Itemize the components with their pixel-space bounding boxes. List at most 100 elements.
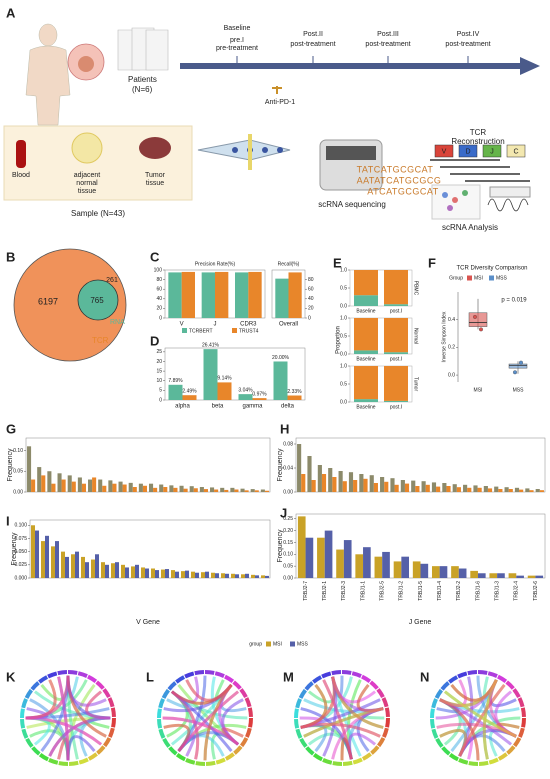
- bar: [332, 477, 337, 492]
- label: Baseline: [356, 356, 375, 362]
- label: Post.II: [303, 31, 323, 38]
- label: 80: [156, 277, 162, 283]
- chord-sector: [25, 737, 34, 748]
- bar: [31, 525, 35, 578]
- chord-sector: [342, 760, 353, 766]
- bar: [201, 572, 205, 578]
- bar: [498, 489, 503, 492]
- bar: [173, 487, 178, 492]
- label: scRNA sequencing: [318, 200, 386, 209]
- bar: [168, 272, 182, 318]
- chord-sector: [477, 670, 488, 675]
- chord-sector: [87, 752, 98, 761]
- chord-sector: [175, 675, 186, 684]
- bar: [138, 483, 143, 492]
- label: 0.5: [340, 285, 347, 291]
- legend-swatch: [467, 275, 472, 281]
- label: TCRBERT: [189, 328, 213, 334]
- chord-sector: [96, 745, 106, 755]
- label: Overall: [279, 322, 298, 328]
- chord: [221, 727, 244, 746]
- chord-sector: [351, 671, 362, 678]
- chord-sector: [224, 752, 235, 761]
- chord: [163, 723, 191, 753]
- point: [479, 327, 483, 332]
- stack-segment: [354, 399, 378, 402]
- label: 10: [156, 378, 162, 384]
- label: TRBJ2-7: [303, 581, 309, 601]
- label: MSS: [297, 641, 309, 647]
- chord-diagrams: [20, 670, 526, 766]
- bar: [47, 471, 52, 492]
- label: 0.25: [283, 516, 293, 522]
- bar: [261, 575, 265, 578]
- bar: [260, 489, 265, 492]
- label: 7.89%: [168, 378, 183, 384]
- label: H: [280, 421, 289, 436]
- label: MSS: [496, 275, 508, 281]
- chord: [340, 737, 353, 761]
- bar: [205, 571, 209, 578]
- label: Normal: [413, 328, 419, 344]
- point: [513, 370, 517, 375]
- bar: [400, 480, 405, 492]
- bar: [321, 474, 327, 492]
- bar: [185, 570, 189, 578]
- label: 0.025: [14, 562, 27, 568]
- bar: [288, 272, 302, 318]
- label: 20: [156, 306, 162, 312]
- bar: [382, 551, 390, 578]
- bar: [98, 479, 103, 492]
- chord: [331, 676, 384, 729]
- label: J Gene: [409, 619, 432, 626]
- chord-sector: [24, 688, 34, 699]
- chord-sector: [295, 698, 302, 709]
- bar: [535, 575, 544, 578]
- label: Inverse Simpson Index: [441, 311, 447, 362]
- label: post-treatment: [445, 41, 490, 48]
- chord-sector: [304, 681, 314, 691]
- chord-sector: [322, 758, 333, 765]
- chord-sector: [107, 697, 115, 708]
- chord-sector: [299, 737, 308, 748]
- chord-sector: [487, 671, 498, 678]
- bar: [125, 567, 129, 578]
- chord-sector: [157, 718, 163, 729]
- label: 0.0: [340, 303, 347, 309]
- bar: [467, 487, 472, 492]
- label: Sample (N=43): [71, 209, 125, 218]
- bar: [153, 487, 158, 492]
- bar: [463, 484, 468, 492]
- label: TRBJ1-2: [399, 581, 405, 601]
- bar: [155, 570, 159, 578]
- label: CDR3: [240, 322, 257, 328]
- bar: [436, 486, 441, 492]
- bar: [297, 516, 306, 578]
- chord-sector: [369, 680, 379, 690]
- chord-sector: [20, 708, 25, 719]
- bar: [401, 556, 410, 578]
- label: 0.04: [283, 465, 293, 471]
- chord-sector: [434, 688, 444, 699]
- label: 0.00: [283, 489, 293, 495]
- chord-sector: [110, 707, 116, 718]
- chord-sector: [205, 760, 216, 766]
- chord-sector: [517, 697, 525, 708]
- label: 0.08: [283, 441, 293, 447]
- chord-sector: [435, 737, 444, 748]
- chord-sector: [195, 761, 206, 766]
- chord-sector: [214, 671, 225, 678]
- chord-sector: [457, 671, 468, 679]
- bar: [275, 278, 289, 318]
- chord-sector: [305, 746, 315, 756]
- label: Frequency: [7, 448, 14, 482]
- bar: [234, 489, 239, 492]
- label: 60: [156, 287, 162, 293]
- bar: [102, 485, 107, 492]
- venn-tcr: [13, 248, 127, 362]
- bar: [122, 484, 127, 492]
- bar: [175, 571, 179, 578]
- bar: [539, 490, 544, 492]
- bar: [359, 474, 364, 492]
- bar: [411, 480, 416, 492]
